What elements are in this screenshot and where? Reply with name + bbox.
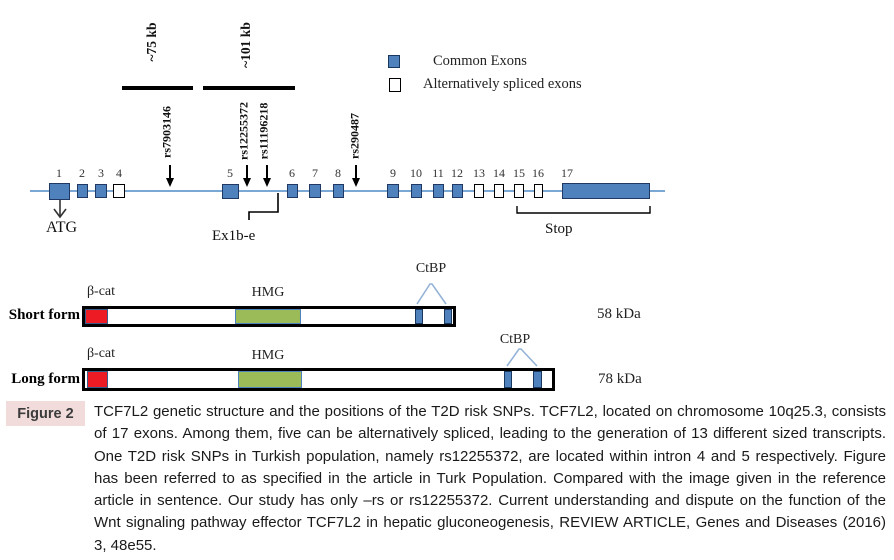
scale-bar-101kb [203, 86, 295, 90]
exon-number: 13 [473, 166, 485, 180]
exon-box-12 [452, 184, 463, 198]
exon-number: 12 [451, 166, 463, 180]
exon-box-4 [113, 184, 125, 198]
exon-box-13 [474, 184, 484, 198]
ctbp-site-1-long [504, 371, 512, 388]
snp-label-rs290487: rs290487 [347, 113, 362, 159]
snp-label-rs11196218: rs11196218 [256, 102, 271, 160]
exon-box-11 [433, 184, 444, 198]
exon-box-10 [411, 184, 422, 198]
long-form-kda: 78 kDa [598, 371, 642, 387]
stop-label: Stop [545, 221, 573, 237]
exon-box-14 [494, 184, 504, 198]
exon-box-17 [562, 183, 650, 199]
stop-bracket [516, 206, 651, 214]
exon-number: 10 [410, 166, 422, 180]
hmg-label-long: HMG [251, 348, 285, 363]
legend-common-exon-label: Common Exons [433, 53, 527, 69]
ctbp-label-long: CtBP [499, 332, 531, 347]
beta-cat-domain-short [85, 309, 108, 324]
exon-number: 8 [335, 166, 341, 180]
exon-box-8 [333, 184, 344, 198]
short-form-kda: 58 kDa [597, 306, 641, 322]
gene-diagram-graphics [30, 86, 665, 367]
exon-box-5 [222, 184, 239, 199]
ctbp-site-2-short [444, 309, 452, 324]
exon-number: 4 [116, 166, 122, 180]
figure-number-badge: Figure 2 [6, 401, 85, 426]
exon-number: 3 [98, 166, 104, 180]
ctbp-label-short: CtBP [415, 261, 447, 276]
exon-number: 14 [493, 166, 505, 180]
legend-common-exon-swatch [388, 55, 400, 68]
ctbp-caret-short [416, 283, 447, 305]
exon-number: 6 [289, 166, 295, 180]
exon-number: 2 [79, 166, 85, 180]
atg-arrow [53, 200, 67, 219]
exon-number: 16 [532, 166, 544, 180]
short-form-bar [82, 306, 456, 327]
legend-spliced-exon-label: Alternatively spliced exons [423, 76, 582, 92]
exon-box-2 [77, 184, 88, 198]
exon-box-6 [287, 184, 298, 198]
beta-cat-label-long: β-cat [86, 346, 116, 361]
short-form-label: Short form [8, 307, 80, 323]
snp-label-rs7903146: rs7903146 [159, 106, 174, 158]
scale-label-101kb: ~101 kb [238, 22, 253, 68]
ex1be-bracket [248, 193, 279, 220]
long-form-label: Long form [11, 371, 80, 387]
exon-box-9 [387, 184, 399, 198]
ctbp-caret-long [506, 348, 538, 367]
scale-bar-75kb [122, 86, 193, 90]
hmg-label-short: HMG [251, 285, 285, 300]
atg-label: ATG [46, 219, 78, 236]
beta-cat-domain-long [87, 371, 108, 388]
beta-cat-label-short: β-cat [86, 284, 116, 299]
exon-number: 11 [432, 166, 444, 180]
exon-number: 5 [227, 166, 233, 180]
exon-number: 1 [56, 166, 62, 180]
exon-number: 17 [561, 166, 573, 180]
ex1be-label: Ex1b-e [212, 228, 256, 244]
exon-number: 9 [390, 166, 396, 180]
exon-number: 15 [513, 166, 525, 180]
figure-caption-text: TCF7L2 genetic structure and the positio… [94, 403, 886, 554]
exon-box-7 [309, 184, 321, 198]
figure-caption: Figure 2 TCF7L2 genetic structure and th… [6, 401, 888, 557]
exon-number: 7 [312, 166, 318, 180]
hmg-domain-long [238, 371, 302, 388]
legend-spliced-exon-swatch [389, 78, 401, 92]
snp-arrows [166, 165, 360, 187]
ctbp-site-1-short [415, 309, 423, 324]
scale-label-75kb: ~75 kb [144, 22, 159, 62]
long-form-bar [82, 368, 555, 391]
snp-label-rs12255372: rs12255372 [236, 102, 251, 160]
hmg-domain-short [235, 309, 301, 324]
ctbp-site-2-long [533, 371, 542, 388]
exon-box-1 [49, 183, 70, 200]
exon-box-3 [95, 184, 107, 198]
exon-box-15 [514, 184, 524, 198]
exon-box-16 [534, 184, 543, 198]
